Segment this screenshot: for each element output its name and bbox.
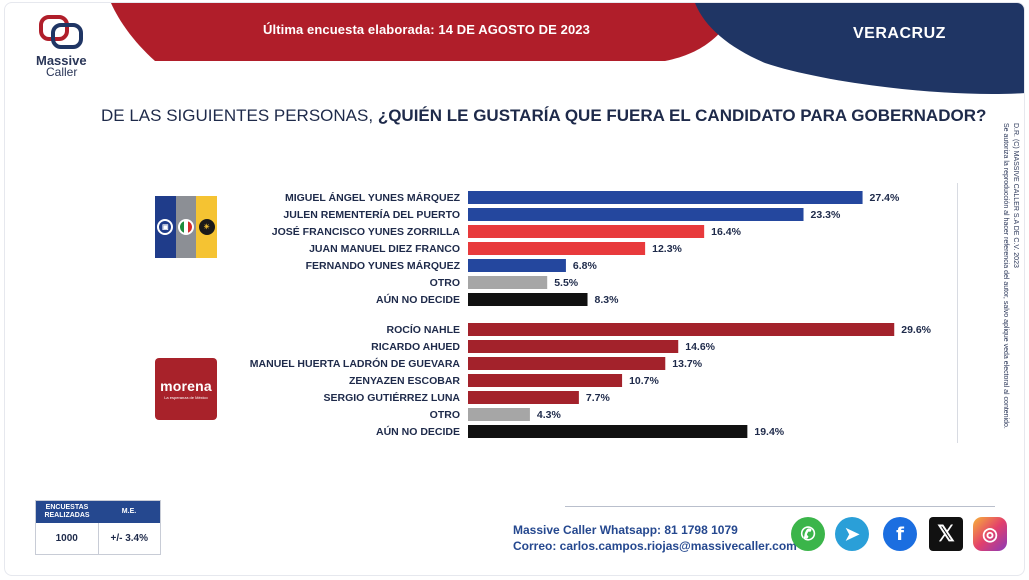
category-label: OTRO (430, 409, 460, 421)
logo-name-line1: Massive (36, 53, 87, 68)
value-label: 27.4% (870, 192, 900, 204)
bar (468, 276, 548, 289)
value-label: 12.3% (652, 243, 682, 255)
copyright-line1: D.R. (C) MASSIVE CALLER S.A DE C.V. 2023 (1012, 123, 1019, 268)
bar (468, 225, 705, 238)
instagram-icon[interactable]: ◎ (973, 517, 1007, 551)
category-label: FERNANDO YUNES MÁRQUEZ (306, 259, 461, 272)
telegram-icon[interactable]: ➤ (835, 517, 869, 551)
question-prefix: DE LAS SIGUIENTES PERSONAS, (101, 106, 378, 125)
facebook-icon[interactable]: f (883, 517, 917, 551)
morena-tagline: La esperanza de México (164, 395, 208, 400)
category-label: OTRO (430, 277, 460, 289)
value-label: 14.6% (685, 341, 715, 353)
prd-stripe: ☀ (196, 196, 218, 258)
survey-question: DE LAS SIGUIENTES PERSONAS, ¿QUIÉN LE GU… (101, 106, 986, 126)
copyright-line2: Se autoriza la reproducción al hacer ref… (1002, 123, 1009, 429)
category-label: JULEN REMENTERÍA DEL PUERTO (283, 208, 460, 221)
email-contact[interactable]: Correo: carlos.campos.riojas@massivecall… (513, 539, 797, 553)
whatsapp-contact: Massive Caller Whatsapp: 81 1798 1079 (513, 523, 738, 537)
category-label: ROCÍO NAHLE (387, 323, 461, 336)
category-label: ZENYAZEN ESCOBAR (349, 375, 460, 387)
region-title: VERACRUZ (853, 25, 946, 42)
bar (468, 323, 895, 336)
bar (468, 391, 579, 404)
value-label: 19.4% (754, 426, 784, 438)
morena-logo: morena La esperanza de México (155, 358, 217, 420)
bar (468, 357, 666, 370)
footer-divider (565, 506, 995, 507)
stats-value-surveys: 1000 (36, 523, 99, 554)
bar-chart: MIGUEL ÁNGEL YUNES MÁRQUEZ 27.4% JULEN REM… (250, 191, 932, 438)
value-label: 10.7% (629, 375, 659, 387)
category-label: SERGIO GUTIÉRREZ LUNA (323, 391, 460, 404)
logo-name-line2: Caller (46, 65, 78, 79)
survey-date: Última encuesta elaborada: 14 DE AGOSTO … (263, 22, 590, 37)
value-label: 13.7% (672, 358, 702, 370)
stats-value-me: +/- 3.4% (110, 533, 149, 544)
stats-header-me: M.E. (121, 508, 137, 515)
value-label: 5.5% (554, 277, 579, 289)
bar (468, 242, 646, 255)
bar (468, 259, 566, 272)
pan-stripe: ▣ (155, 196, 176, 258)
question-bold: ¿QUIÉN LE GUSTARÍA QUE FUERA EL CANDIDAT… (377, 106, 987, 125)
survey-stats-table: ENCUESTAS REALIZADAS M.E. 1000 +/- 3.4% (35, 500, 161, 555)
copyright-note: D.R. (C) MASSIVE CALLER S.A DE C.V. 2023… (990, 123, 1020, 483)
coalition-logo: ▣ ☀ (155, 196, 218, 258)
category-label: MIGUEL ÁNGEL YUNES MÁRQUEZ (285, 191, 461, 204)
value-label: 23.3% (811, 209, 841, 221)
bar (468, 408, 530, 421)
pri-stripe (175, 196, 197, 258)
category-label: JUAN MANUEL DIEZ FRANCO (309, 243, 460, 255)
bar (468, 191, 863, 204)
value-label: 4.3% (537, 409, 562, 421)
side-divider (957, 183, 958, 443)
contact-info: Massive Caller Whatsapp: 81 1798 1079 Co… (513, 522, 797, 554)
bar (468, 293, 588, 306)
x-icon[interactable]: 𝕏 (929, 517, 963, 551)
bar (468, 374, 623, 387)
value-label: 8.3% (595, 294, 620, 306)
stats-header-surveys: ENCUESTAS REALIZADAS (44, 504, 90, 519)
header-banner (111, 3, 1024, 94)
bar (468, 340, 679, 353)
value-label: 16.4% (711, 226, 741, 238)
prd-emblem: ☀ (198, 219, 215, 235)
morena-word: morena (160, 378, 212, 394)
bar (468, 208, 804, 221)
category-label: MANUEL HUERTA LADRÓN DE GUEVARA (250, 357, 461, 370)
category-label: RICARDO AHUED (371, 341, 460, 353)
value-label: 29.6% (901, 324, 931, 336)
pri-emblem (178, 219, 194, 235)
category-label: JOSÉ FRANCISCO YUNES ZORRILLA (272, 225, 461, 238)
bar (468, 425, 748, 438)
infographic-frame: Massive Caller Última encuesta elaborada… (4, 2, 1025, 576)
value-label: 7.7% (586, 392, 611, 404)
massive-caller-logo (39, 15, 83, 49)
pan-emblem: ▣ (157, 219, 174, 235)
category-label: AÚN NO DECIDE (376, 293, 460, 306)
whatsapp-icon[interactable]: ✆ (791, 517, 825, 551)
value-label: 6.8% (573, 260, 598, 272)
category-label: AÚN NO DECIDE (376, 425, 460, 438)
